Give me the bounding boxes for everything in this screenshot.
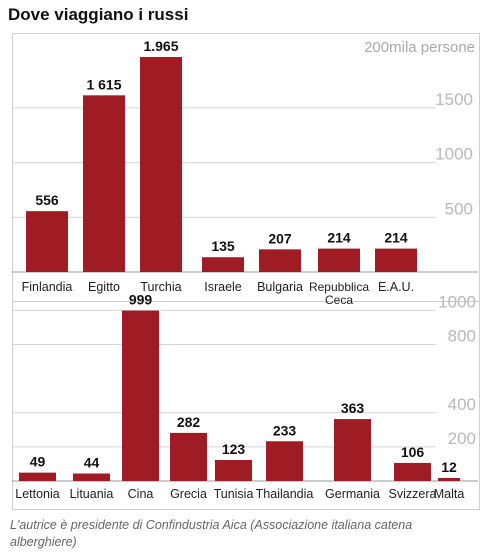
- bar: [215, 460, 252, 481]
- data-label: 1.965: [143, 38, 178, 54]
- bar: [259, 249, 301, 272]
- data-label: 999: [129, 292, 153, 308]
- data-label: 214: [384, 230, 408, 246]
- category-label: Turchia: [140, 280, 181, 294]
- category-label: Svizzera: [389, 487, 437, 501]
- bar: [318, 248, 360, 272]
- category-label: Ceca: [325, 293, 353, 307]
- bar: [202, 257, 244, 272]
- data-label: 12: [441, 459, 457, 475]
- bar: [394, 462, 431, 481]
- y-tick-label: 200: [448, 429, 476, 448]
- unit-label: 200mila persone: [364, 39, 475, 56]
- bar: [26, 211, 68, 272]
- data-label: 233: [273, 422, 297, 438]
- category-label: E.A.U.: [378, 280, 414, 294]
- bar: [375, 248, 417, 272]
- category-label: Tunisia: [214, 487, 254, 501]
- y-tick-label: 1000: [438, 292, 476, 311]
- bar: [83, 95, 125, 272]
- category-label: Lituania: [70, 487, 114, 501]
- y-tick-label: 500: [445, 199, 473, 218]
- bar: [170, 432, 207, 481]
- bar: [266, 441, 303, 481]
- category-label: Thailandia: [256, 487, 314, 501]
- y-tick-label: 1000: [435, 145, 473, 164]
- bar: [438, 478, 460, 481]
- top-chart-frame: [12, 33, 480, 302]
- bar-charts: 500 1000 1500 200mila persone 556 Finlandia 1 …: [12, 38, 478, 501]
- data-label: 282: [177, 414, 201, 430]
- bar: [140, 57, 182, 273]
- data-label: 123: [222, 441, 246, 457]
- bar: [334, 419, 371, 481]
- category-label: Egitto: [88, 280, 120, 294]
- caption: L'autrice è presidente di Confindustria …: [10, 518, 413, 549]
- bar: [73, 473, 110, 481]
- category-label: Bulgaria: [257, 280, 303, 294]
- data-label: 49: [30, 454, 46, 470]
- category-label: Cina: [128, 487, 154, 501]
- data-label: 207: [268, 230, 292, 246]
- data-label: 556: [35, 192, 59, 208]
- data-label: 214: [327, 230, 351, 246]
- y-tick-label: 1500: [435, 90, 473, 109]
- y-tick-label: 400: [448, 395, 476, 414]
- category-label: Grecia: [170, 487, 207, 501]
- category-label: Lettonia: [15, 487, 60, 501]
- y-tick-label: 800: [448, 327, 476, 346]
- bottom-chart-frame: [12, 302, 480, 510]
- bar: [122, 310, 159, 481]
- category-label: Germania: [325, 487, 380, 501]
- chart-title: Dove viaggiano i russi: [8, 5, 189, 24]
- data-label: 135: [211, 238, 235, 254]
- category-label: Israele: [204, 280, 242, 294]
- data-label: 44: [84, 454, 100, 470]
- data-label: 1 615: [86, 76, 121, 92]
- category-label: Repubblica: [309, 280, 369, 294]
- category-label: Finlandia: [22, 280, 73, 294]
- data-label: 363: [341, 400, 365, 416]
- bar: [19, 472, 56, 481]
- data-label: 106: [401, 444, 425, 460]
- category-label: Malta: [434, 487, 465, 501]
